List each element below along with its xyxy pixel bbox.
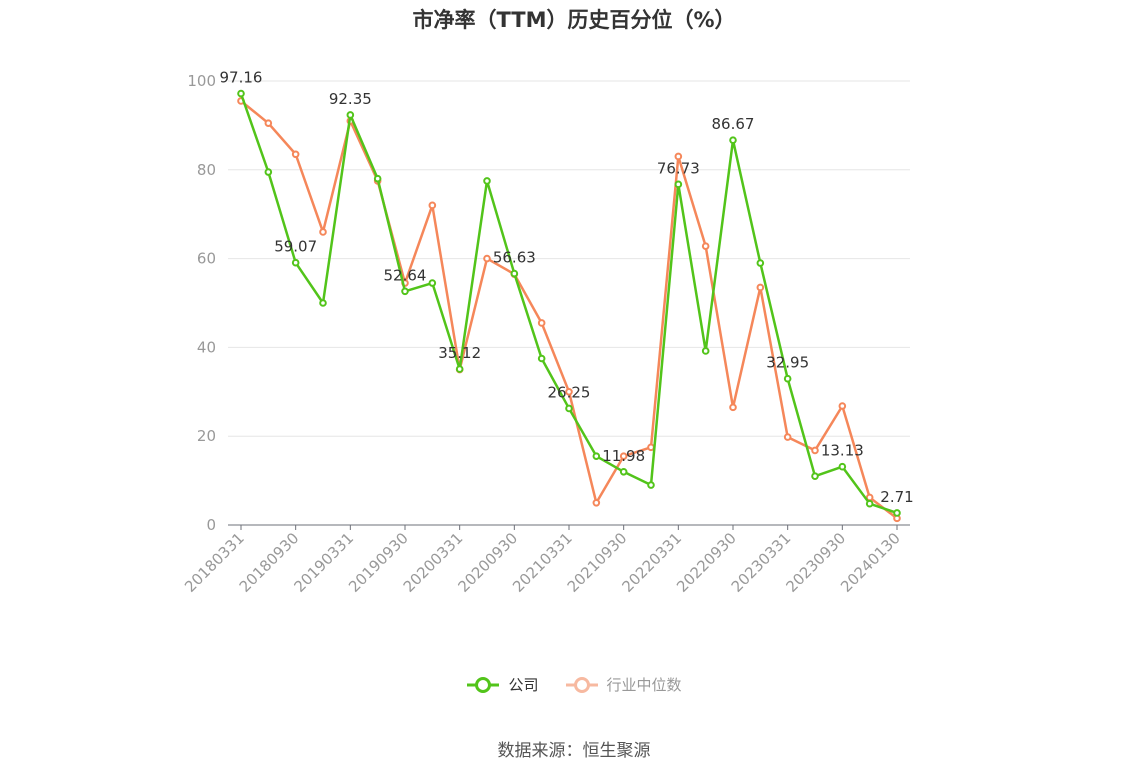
data-label: 35.12 [438,344,481,362]
data-point-company[interactable] [729,136,737,144]
data-point-company[interactable] [455,365,464,373]
y-tick-label: 100 [187,72,216,90]
data-point-company[interactable] [373,174,382,183]
legend-industry-median-icon [565,676,598,693]
data-label: 11.98 [602,447,645,465]
series-lines [237,89,901,523]
data-point-industry-median[interactable] [783,433,792,441]
data-point-industry-median[interactable] [838,402,847,410]
legend-item-industry-median[interactable]: 行业中位数 [565,674,682,695]
data-point-company[interactable] [619,468,628,476]
data-point-industry-median[interactable] [565,388,573,396]
data-label: 59.07 [274,238,317,256]
data-point-industry-median[interactable] [537,319,546,327]
data-label: 86.67 [712,115,755,133]
x-tick-label: 20240130 [837,529,904,596]
data-point-company[interactable] [592,452,601,460]
data-point-company[interactable] [838,462,847,471]
data-point-company[interactable] [264,168,273,176]
data-label: 52.64 [384,266,427,284]
data-point-industry-median[interactable] [674,152,683,161]
data-point-company[interactable] [565,404,573,413]
data-point-industry-median[interactable] [756,283,765,292]
data-point-company[interactable] [756,259,765,267]
data-point-company[interactable] [401,287,409,296]
legend-item-company[interactable]: 公司 [466,674,539,695]
data-point-company[interactable] [647,481,655,489]
legend-label-company: 公司 [508,676,539,694]
data-point-company[interactable] [701,347,710,355]
chart-title: 市净率（TTM）历史百分位（%） [412,8,736,32]
data-point-company[interactable] [893,509,901,517]
data-point-company[interactable] [428,279,437,287]
data-point-company[interactable] [346,111,355,119]
data-point-industry-median[interactable] [483,254,491,263]
y-tick-label: 80 [197,161,216,179]
data-point-company[interactable] [319,299,327,307]
data-point-industry-median[interactable] [729,403,737,412]
data-point-company[interactable] [237,89,245,98]
data-point-company[interactable] [483,177,491,185]
data-point-industry-median[interactable] [319,228,327,236]
data-label: 97.16 [220,69,263,87]
legend-company-icon [467,676,500,693]
data-point-company[interactable] [811,472,819,480]
data-point-company[interactable] [510,269,519,278]
data-point-industry-median[interactable] [647,443,655,452]
data-point-industry-median[interactable] [264,119,273,127]
y-tick-label: 20 [197,427,216,445]
y-tick-label: 40 [197,338,216,356]
data-labels: 97.16 59.07 92.35 52.64 35.12 56.63 26.25 11.98… [220,69,914,506]
data-point-industry-median[interactable] [811,446,819,455]
data-point-company[interactable] [537,354,546,363]
data-point-industry-median[interactable] [619,452,628,460]
data-label: 13.13 [821,442,864,460]
data-point-company[interactable] [865,499,874,508]
data-point-company[interactable] [783,374,792,383]
data-point-company[interactable] [674,180,683,189]
data-point-industry-median[interactable] [701,242,710,250]
data-point-company[interactable] [291,258,300,267]
data-point-industry-median[interactable] [592,499,601,507]
data-label: 2.71 [880,488,913,506]
y-tick-label: 60 [197,250,216,268]
legend-label-industry-median: 行业中位数 [606,676,682,694]
legend: 公司 行业中位数 [0,674,1148,695]
data-label: 26.25 [548,383,591,401]
data-source-note: 数据来源：恒生聚源 [497,741,651,761]
data-label: 92.35 [329,90,372,108]
series-line-company [239,93,898,515]
data-label: 32.95 [766,354,809,372]
data-point-industry-median[interactable] [428,201,437,210]
series-line-industry-median [240,100,898,520]
data-point-industry-median[interactable] [291,150,300,159]
y-tick-label: 0 [206,516,216,534]
data-label: 56.63 [493,249,536,267]
data-label: 76.73 [657,159,700,177]
